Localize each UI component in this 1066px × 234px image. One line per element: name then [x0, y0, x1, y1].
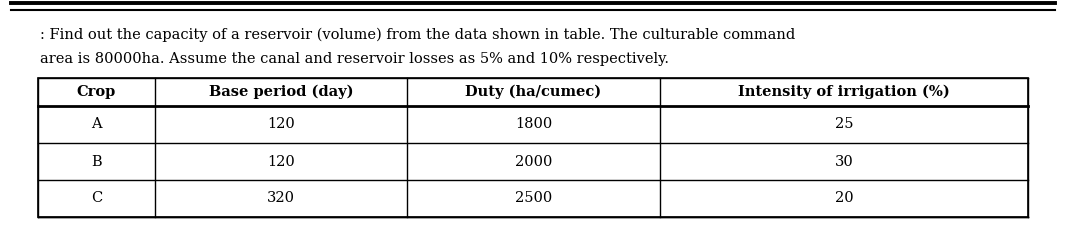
Text: A: A [91, 117, 101, 132]
Text: Duty (ha/cumec): Duty (ha/cumec) [466, 85, 601, 99]
Text: 1800: 1800 [515, 117, 552, 132]
Text: 20: 20 [835, 191, 853, 205]
Text: 30: 30 [835, 154, 853, 168]
Text: Crop: Crop [77, 85, 116, 99]
Bar [38, 78, 1028, 217]
Text: 2500: 2500 [515, 191, 552, 205]
Text: 320: 320 [268, 191, 295, 205]
Text: : Find out the capacity of a reservoir (volume) from the data shown in table. Th: : Find out the capacity of a reservoir (… [41, 28, 795, 42]
Text: 120: 120 [268, 117, 295, 132]
Text: Base period (day): Base period (day) [209, 85, 353, 99]
Text: area is 80000ha. Assume the canal and reservoir losses as 5% and 10% respectivel: area is 80000ha. Assume the canal and re… [41, 52, 669, 66]
Text: B: B [91, 154, 101, 168]
Text: 25: 25 [835, 117, 853, 132]
Text: 2000: 2000 [515, 154, 552, 168]
Text: Intensity of irrigation (%): Intensity of irrigation (%) [738, 85, 950, 99]
Text: 120: 120 [268, 154, 295, 168]
Text: C: C [91, 191, 102, 205]
